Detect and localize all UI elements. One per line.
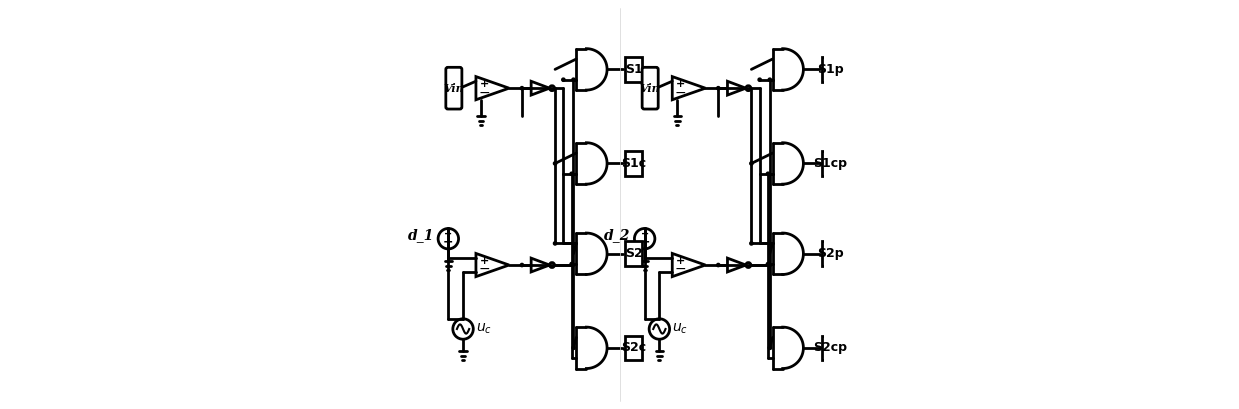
Text: $u_c$: $u_c$ [476, 322, 492, 336]
Circle shape [520, 263, 524, 267]
Text: Vin: Vin [639, 83, 660, 94]
FancyBboxPatch shape [642, 67, 658, 109]
Circle shape [570, 172, 574, 175]
Circle shape [572, 78, 575, 81]
Bar [821, 241, 838, 266]
Text: S1: S1 [624, 63, 643, 76]
Text: d_1: d_1 [408, 227, 434, 242]
Bar [821, 151, 838, 176]
Text: Vin: Vin [444, 83, 465, 94]
Text: S1cp: S1cp [813, 157, 847, 170]
Text: S2p: S2p [817, 247, 844, 260]
Circle shape [768, 78, 772, 81]
Bar [626, 57, 642, 82]
Circle shape [767, 263, 769, 266]
Text: S2c: S2c [621, 342, 647, 354]
Circle shape [716, 87, 720, 90]
Text: d_2: d_2 [603, 227, 631, 242]
Text: −: − [478, 262, 491, 276]
Text: S2: S2 [624, 247, 643, 260]
Circle shape [520, 87, 524, 90]
Text: $u_c$: $u_c$ [673, 322, 689, 336]
Text: −: − [675, 262, 686, 276]
Bar [626, 151, 642, 176]
Text: S2cp: S2cp [813, 342, 847, 354]
Circle shape [750, 162, 753, 165]
Circle shape [554, 162, 556, 165]
Circle shape [767, 172, 769, 175]
Bar [821, 335, 838, 360]
Text: −: − [639, 236, 650, 249]
Text: −: − [675, 85, 686, 99]
Circle shape [758, 78, 761, 81]
Text: +: + [445, 229, 452, 239]
Bar [626, 335, 642, 360]
Bar [626, 241, 642, 266]
Circle shape [716, 263, 720, 267]
Text: +: + [676, 256, 685, 266]
Circle shape [572, 346, 575, 349]
Text: S1c: S1c [621, 157, 647, 170]
Text: +: + [479, 256, 489, 266]
Text: −: − [478, 85, 491, 99]
Circle shape [750, 242, 753, 245]
Bar [821, 57, 838, 82]
FancyBboxPatch shape [446, 67, 462, 109]
Text: −: − [444, 236, 453, 249]
Circle shape [768, 346, 772, 349]
Circle shape [554, 242, 556, 245]
Text: +: + [641, 229, 649, 239]
Circle shape [570, 263, 574, 266]
Text: +: + [676, 79, 685, 89]
Text: S1p: S1p [817, 63, 844, 76]
Circle shape [561, 78, 565, 81]
Text: +: + [479, 79, 489, 89]
